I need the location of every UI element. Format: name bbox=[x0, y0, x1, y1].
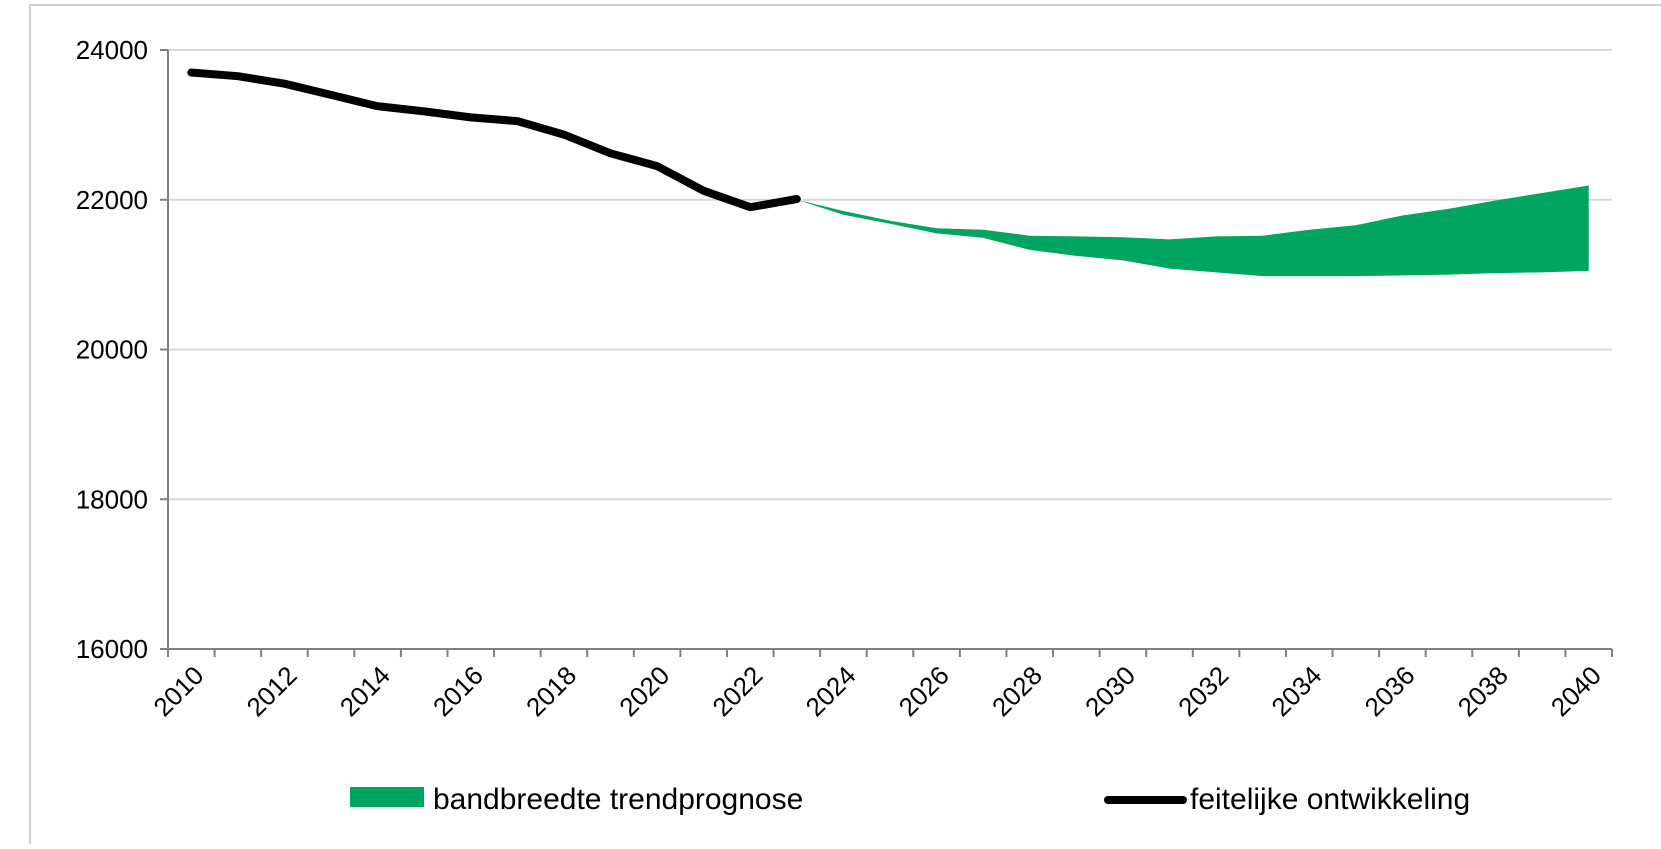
legend-band-label: bandbreedte trendprognose bbox=[433, 783, 803, 816]
axes bbox=[167, 50, 1613, 657]
chart-border bbox=[29, 4, 1661, 849]
legend-band-swatch bbox=[350, 787, 424, 807]
y-tick-label: 20000 bbox=[76, 335, 148, 365]
band-trendprognose bbox=[796, 185, 1589, 277]
grid-lines bbox=[160, 49, 1612, 650]
band-layer bbox=[796, 185, 1589, 277]
legend-line-label: feitelijke ontwikkeling bbox=[1190, 783, 1470, 816]
y-tick-labels: 16000 18000 20000 22000 24000 bbox=[76, 35, 148, 664]
y-tick-label: 16000 bbox=[76, 634, 148, 664]
legend: bandbreedte trendprognose feitelijke ont… bbox=[350, 783, 1470, 816]
y-tick-label: 22000 bbox=[76, 185, 148, 215]
y-tick-label: 24000 bbox=[76, 35, 148, 65]
line-layer bbox=[187, 68, 801, 212]
line-feitelijke-ontwikkeling bbox=[187, 68, 801, 212]
y-tick-label: 18000 bbox=[76, 484, 148, 514]
